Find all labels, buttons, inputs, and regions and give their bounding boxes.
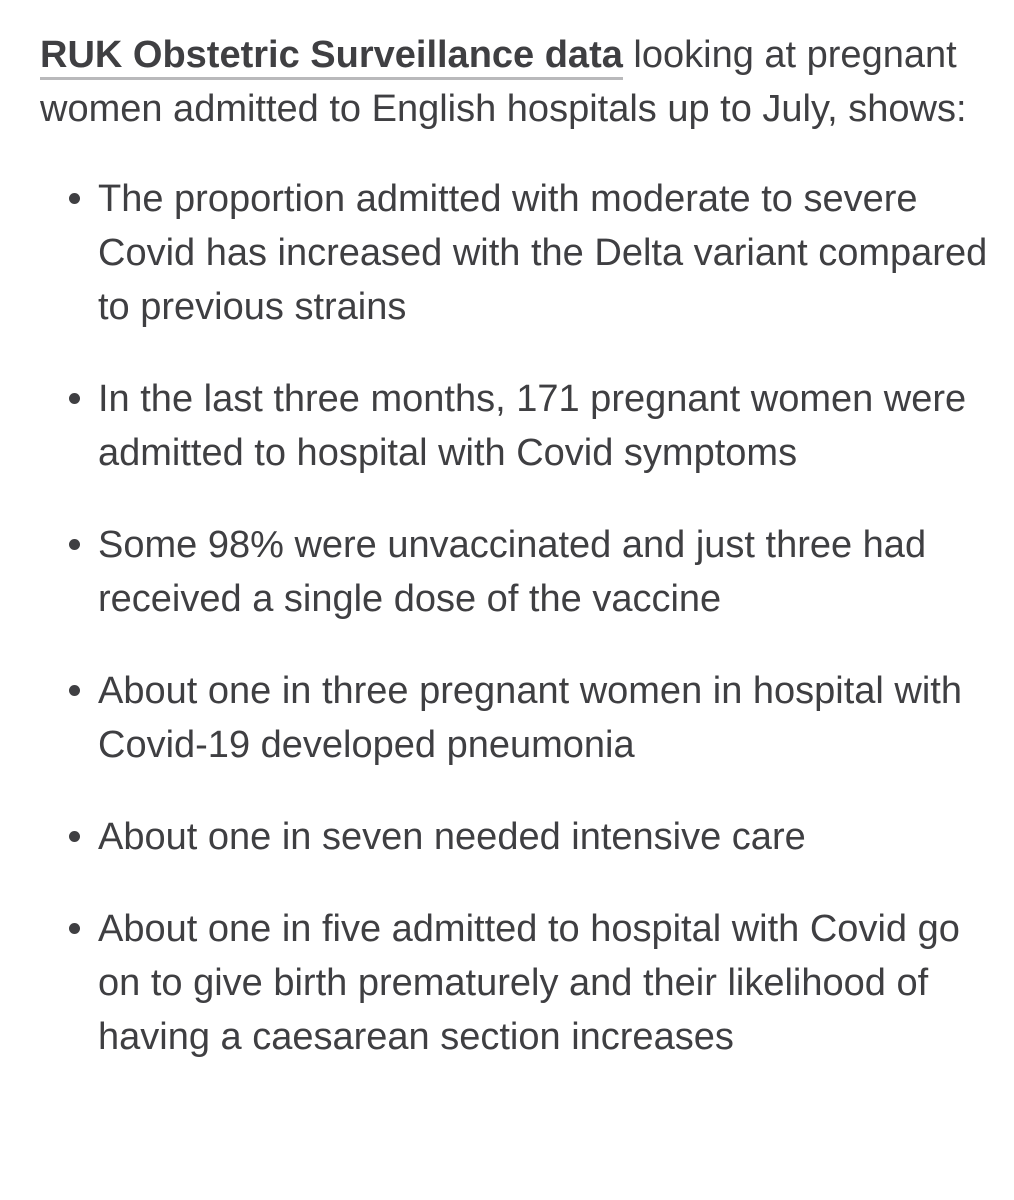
list-item-text: Some 98% were unvaccinated and just thre…	[98, 524, 927, 620]
article-body: RUK Obstetric Surveillance data looking …	[40, 28, 990, 1102]
list-item-text: About one in five admitted to hospital w…	[98, 908, 960, 1058]
list-item: About one in seven needed intensive care	[40, 810, 990, 864]
bullet-icon	[69, 539, 80, 550]
list-item-text: In the last three months, 171 pregnant w…	[98, 378, 967, 474]
bullet-icon	[69, 831, 80, 842]
list-item-text: The proportion admitted with moderate to…	[98, 178, 988, 328]
findings-list: The proportion admitted with moderate to…	[40, 172, 990, 1064]
bullet-icon	[69, 393, 80, 404]
bullet-icon	[69, 193, 80, 204]
list-item-text: About one in three pregnant women in hos…	[98, 670, 962, 766]
list-item: About one in five admitted to hospital w…	[40, 902, 990, 1064]
ruk-obstetric-surveillance-link[interactable]: RUK Obstetric Surveillance data	[40, 34, 623, 80]
bullet-icon	[69, 685, 80, 696]
list-item: Some 98% were unvaccinated and just thre…	[40, 518, 990, 626]
list-item: In the last three months, 171 pregnant w…	[40, 372, 990, 480]
intro-text: looking at pregnant women admitted to En…	[40, 34, 967, 130]
list-item: The proportion admitted with moderate to…	[40, 172, 990, 334]
list-item-text: About one in seven needed intensive care	[98, 816, 806, 858]
list-item: About one in three pregnant women in hos…	[40, 664, 990, 772]
bullet-icon	[69, 923, 80, 934]
intro-paragraph: RUK Obstetric Surveillance data looking …	[40, 28, 990, 136]
